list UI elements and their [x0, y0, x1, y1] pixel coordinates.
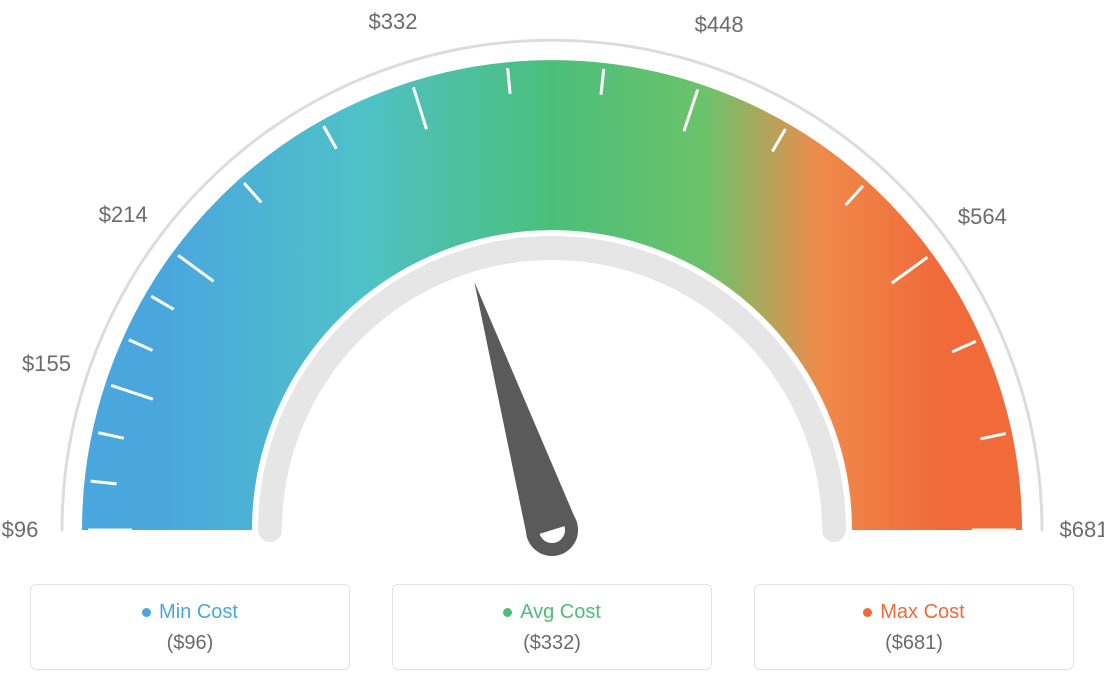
gauge-tick-label: $681 — [1060, 517, 1104, 543]
gauge-tick-label: $448 — [695, 12, 744, 38]
dot-icon — [503, 608, 512, 617]
gauge-tick-label: $564 — [958, 204, 1007, 230]
legend-label: Min Cost — [159, 601, 238, 624]
legend-row: Min Cost ($96) Avg Cost ($332) Max Cost … — [0, 584, 1104, 670]
legend-value: ($681) — [755, 632, 1073, 655]
legend-value: ($332) — [393, 632, 711, 655]
legend-card-min: Min Cost ($96) — [30, 584, 350, 670]
legend-card-avg: Avg Cost ($332) — [392, 584, 712, 670]
gauge-tick-label: $214 — [99, 202, 148, 228]
dot-icon — [142, 608, 151, 617]
gauge-svg — [0, 0, 1104, 570]
gauge-tick-label: $96 — [2, 517, 39, 543]
legend-label: Avg Cost — [520, 601, 601, 624]
legend-value: ($96) — [31, 632, 349, 655]
cost-gauge: $96 $155 $214 $332 $448 $564 $681 — [0, 0, 1104, 570]
legend-title-max: Max Cost — [863, 601, 964, 624]
dot-icon — [863, 608, 872, 617]
legend-title-avg: Avg Cost — [503, 601, 601, 624]
legend-title-min: Min Cost — [142, 601, 238, 624]
gauge-tick-label: $332 — [369, 9, 418, 35]
legend-label: Max Cost — [880, 601, 964, 624]
legend-card-max: Max Cost ($681) — [754, 584, 1074, 670]
gauge-tick-label: $155 — [22, 351, 71, 377]
